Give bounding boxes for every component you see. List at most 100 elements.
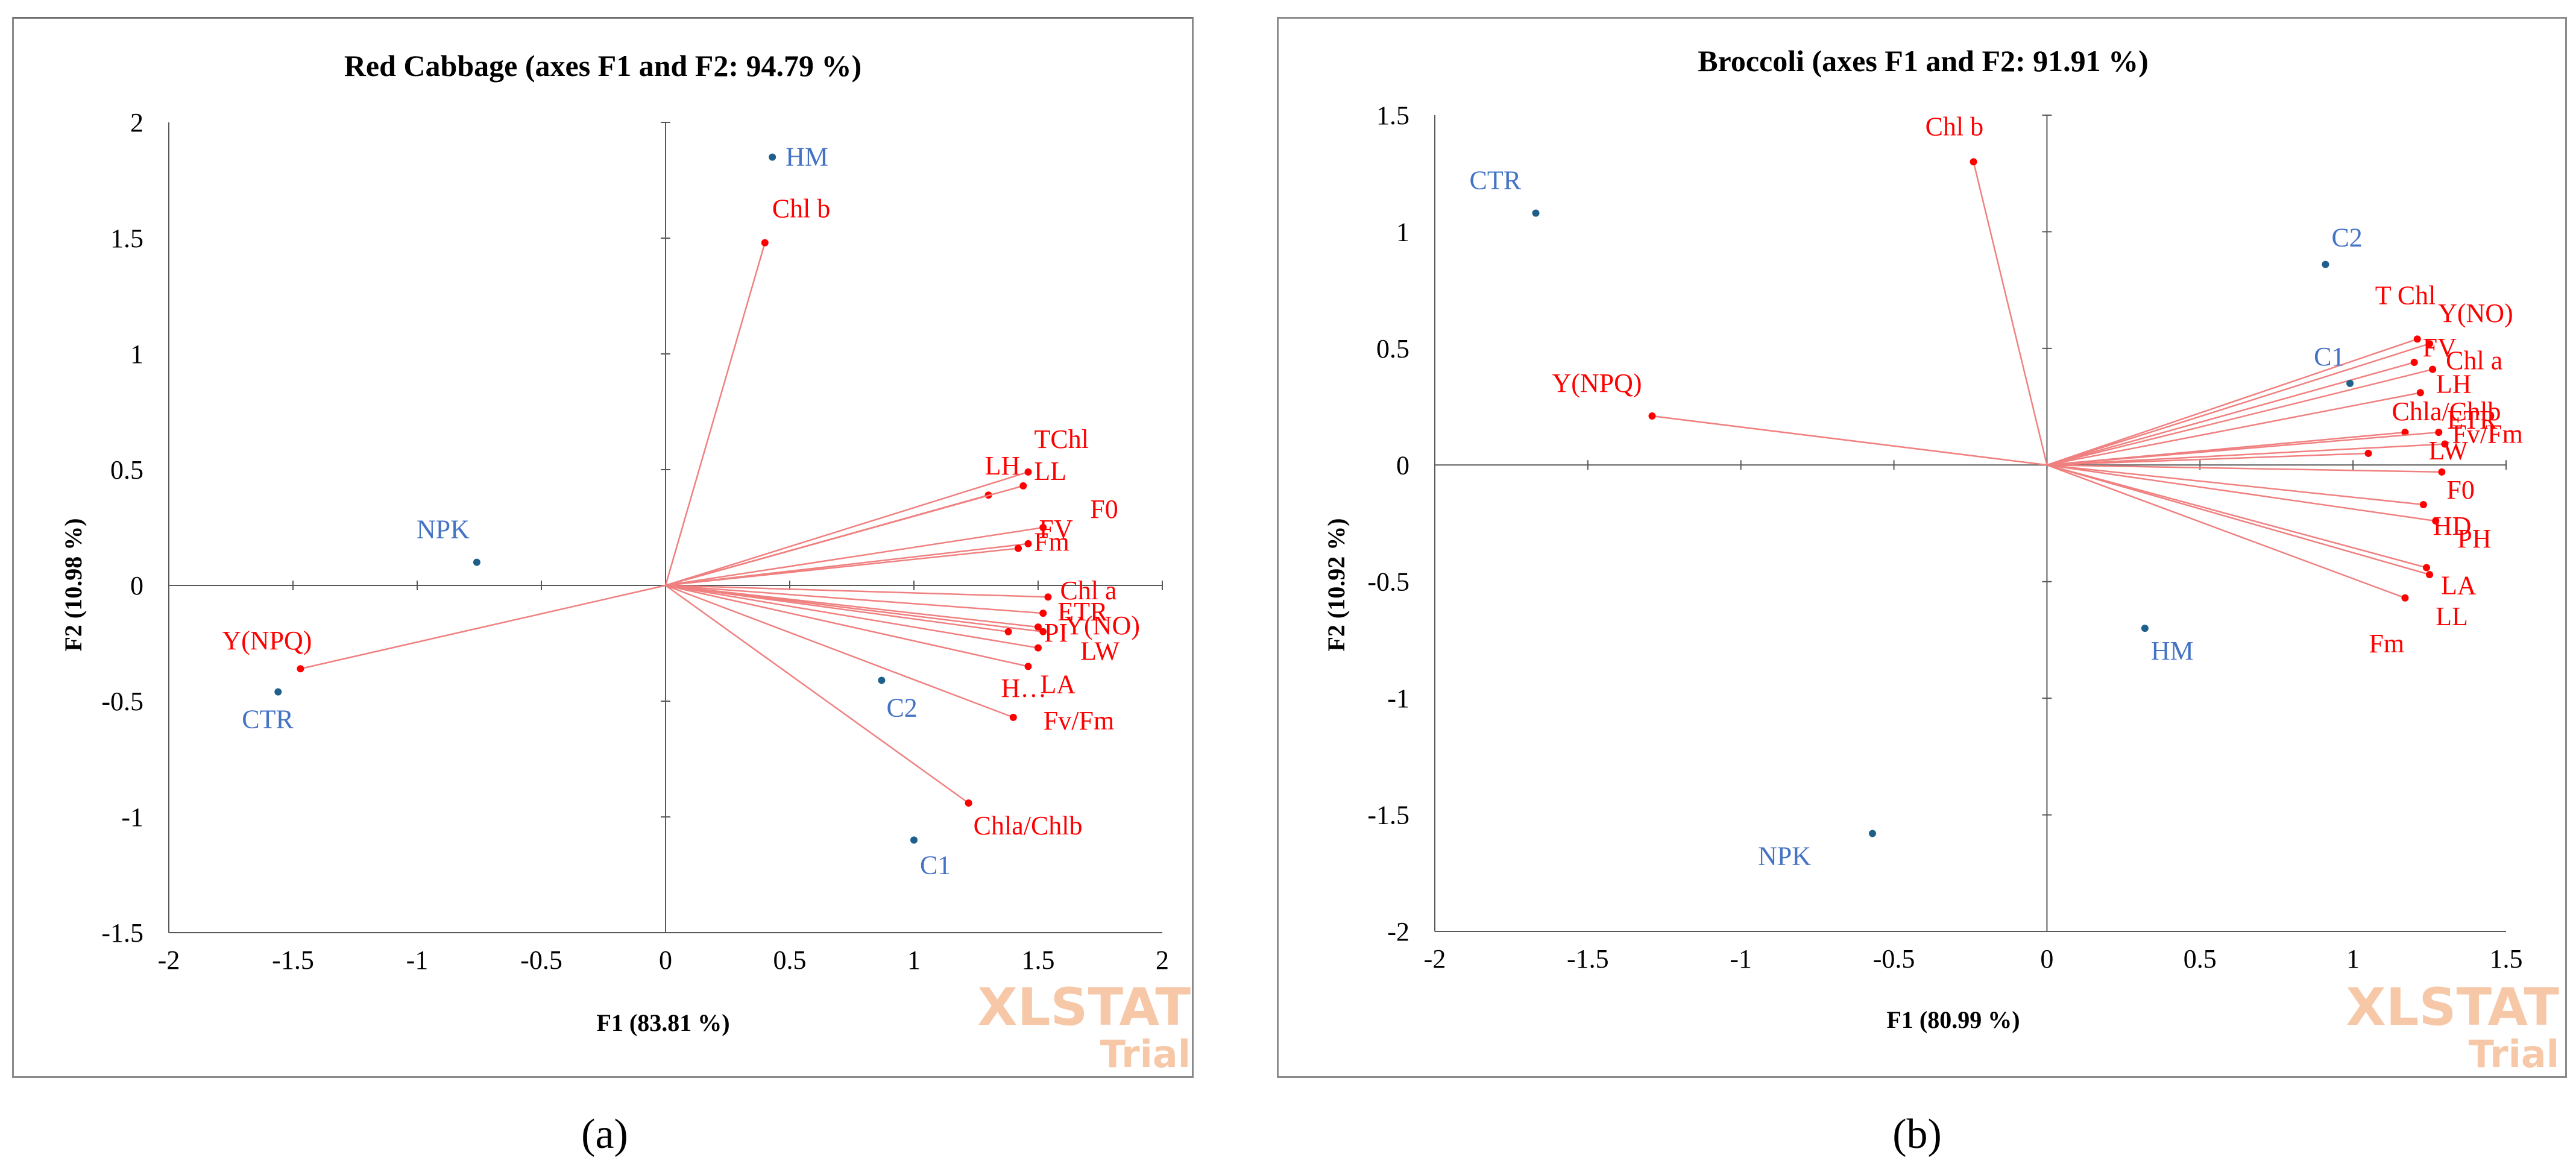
variable-vector: [2047, 338, 2418, 466]
observation-label: CTR: [242, 705, 294, 734]
variable-vector: [665, 584, 1039, 649]
variable-vector: [2047, 392, 2421, 466]
x-tick-label: 1: [907, 945, 921, 975]
y-axis-label: F2 (10.98 %): [60, 518, 87, 651]
variable-point: [2413, 335, 2421, 343]
variable-label: LA: [1041, 669, 1076, 699]
y-tick-label: 1: [130, 339, 143, 369]
variable-vector: [665, 584, 1009, 633]
x-tick-label: 0: [2040, 944, 2053, 974]
variable-point: [2435, 429, 2443, 436]
variable-point: [2426, 340, 2434, 348]
y-tick-label: 2: [130, 108, 143, 137]
variable-vector: [2047, 464, 2430, 576]
red-cabbage-biplot: Red Cabbage (axes F1 and F2: 94.79 %) F1…: [60, 49, 1191, 1158]
observation-label: C1: [2314, 342, 2345, 371]
variable-point: [1648, 412, 1656, 420]
variable-label: ETR: [1057, 597, 1108, 626]
x-tick-label: -2: [1424, 944, 1446, 974]
observation-label: C1: [920, 850, 951, 880]
variable-vector: [1973, 162, 2048, 465]
observation-point: [1869, 830, 1877, 837]
watermark-logo: XLSTAT: [2346, 977, 2559, 1038]
x-tick-label: 0: [659, 945, 672, 975]
variable-vector: [665, 471, 1028, 587]
variable-point: [2441, 440, 2449, 448]
variable-label: F0: [2446, 475, 2474, 505]
variable-vector: [664, 242, 766, 586]
x-tick-label: 2: [1156, 945, 1169, 975]
y-tick-label: 0: [1396, 450, 1409, 480]
variable-point: [1039, 610, 1047, 617]
y-tick-label: -2: [1387, 917, 1409, 947]
x-tick-label: -1.5: [1567, 944, 1609, 974]
variable-label: LH: [2436, 369, 2472, 399]
observation-label: NPK: [1758, 842, 1811, 871]
variable-point: [2419, 501, 2427, 509]
variable-vector: [665, 584, 1028, 667]
variable-label: Y(NO): [2438, 298, 2513, 328]
y-tick-label: -1.5: [1367, 801, 1409, 830]
variable-point: [2416, 389, 2424, 397]
panel-label: (b): [1892, 1111, 1942, 1158]
observation-point: [1532, 209, 1540, 217]
variable-label: F0: [1090, 494, 1118, 524]
variable-vector: [665, 526, 1044, 587]
chart-title: Red Cabbage (axes F1 and F2: 94.79 %): [344, 49, 861, 83]
observation-point: [274, 688, 282, 696]
x-tick-label: -1: [1730, 944, 1752, 974]
variable-vector: [1652, 415, 2047, 466]
variable-point: [1034, 623, 1042, 631]
variable-vector: [2047, 431, 2439, 466]
variable-point: [1004, 628, 1012, 635]
variable-vector: [2047, 464, 2442, 473]
observation-point: [878, 676, 886, 684]
x-tick-label: 0.5: [773, 945, 807, 975]
variable-label: Chl b: [1926, 112, 1984, 141]
variable-label: T Chl: [2375, 280, 2436, 310]
watermark-trial: Trial: [2469, 1032, 2559, 1076]
variable-label: Fm: [2369, 629, 2404, 658]
variable-point: [2426, 571, 2434, 579]
variable-label: Y(NPQ): [1552, 368, 1642, 398]
x-axis-label: F1 (83.81 %): [596, 1009, 729, 1036]
observation-label: CTR: [1470, 165, 1522, 195]
variable-vector: [665, 584, 1048, 598]
observation-point: [2346, 379, 2354, 387]
x-tick-label: -0.5: [520, 945, 562, 975]
variable-point: [965, 799, 972, 807]
variable-label: Y(NPQ): [222, 626, 312, 655]
y-tick-label: 0.5: [110, 455, 143, 485]
variable-point: [2401, 429, 2409, 436]
observation-point: [2141, 625, 2149, 632]
x-tick-label: -1: [406, 945, 429, 975]
variable-label: Y(NO): [1065, 611, 1140, 640]
observation-point: [2322, 260, 2329, 268]
x-tick-label: -2: [158, 945, 180, 975]
y-tick-label: 0: [130, 571, 143, 600]
variable-label: TChl: [1034, 424, 1089, 454]
observation-point: [769, 153, 776, 161]
variable-vector: [665, 584, 1044, 614]
variable-vector: [2047, 342, 2430, 466]
variable-vector: [2047, 443, 2445, 466]
variable-point: [1970, 158, 1977, 166]
variable-point: [1039, 524, 1047, 531]
variable-label: PH: [2457, 524, 2491, 553]
variable-label: Chla/Chlb: [974, 811, 1083, 840]
variable-point: [297, 665, 304, 673]
x-axis-label: F1 (80.99 %): [1886, 1006, 2020, 1033]
variable-vector: [300, 584, 666, 670]
variable-point: [2438, 468, 2446, 476]
y-tick-label: -1.5: [101, 918, 143, 948]
variable-label: Chla/Chlb: [2392, 397, 2501, 426]
y-tick-label: 1.5: [1376, 101, 1409, 130]
variable-vector: [665, 485, 1024, 587]
variable-point: [2422, 564, 2430, 572]
variable-vector: [665, 584, 969, 804]
variable-vector: [2047, 452, 2369, 466]
y-tick-label: -0.5: [101, 687, 143, 716]
x-tick-label: 1: [2346, 944, 2360, 974]
variable-point: [1019, 482, 1027, 490]
variable-point: [1034, 644, 1042, 652]
